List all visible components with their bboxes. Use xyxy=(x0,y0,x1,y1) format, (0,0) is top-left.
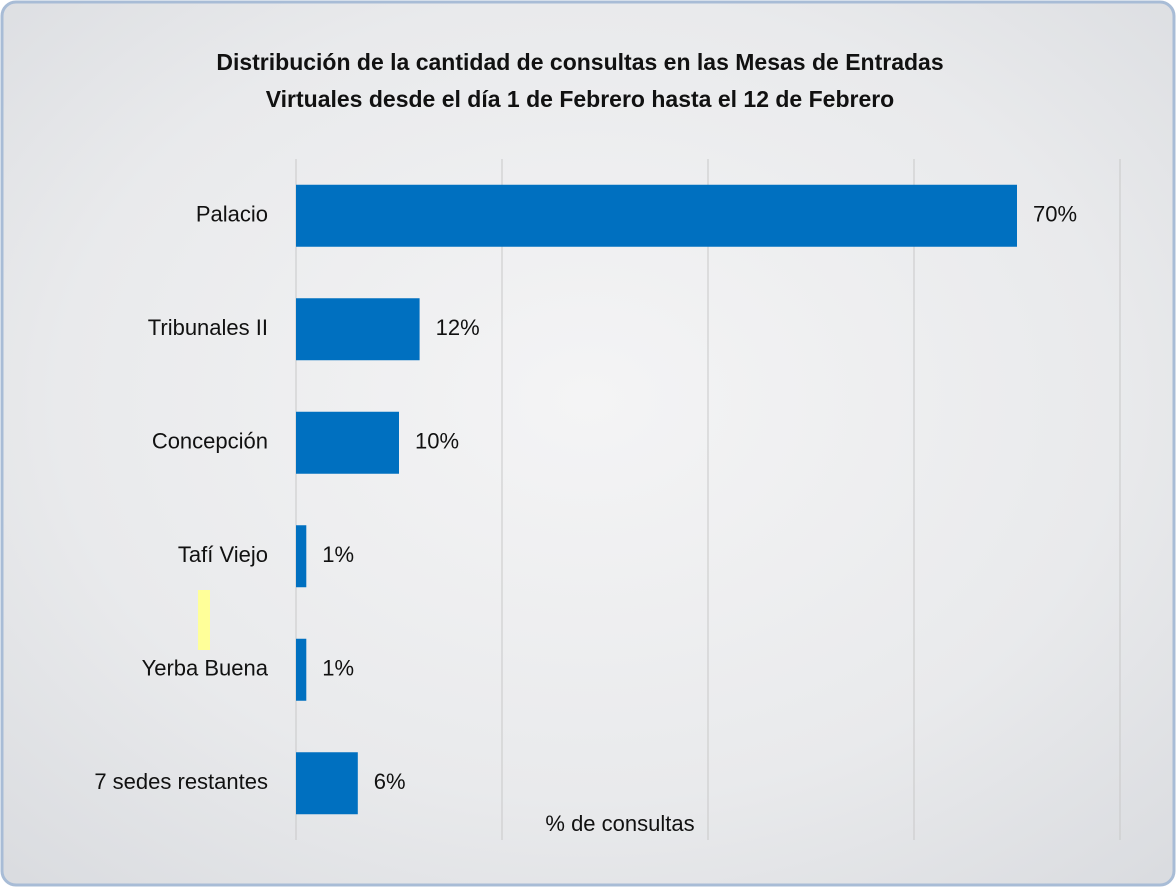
data-label: 6% xyxy=(374,769,406,794)
bar xyxy=(296,638,307,701)
y-tick-label: Tribunales II xyxy=(148,315,268,340)
y-tick-label: Concepción xyxy=(152,429,268,454)
bar xyxy=(296,411,399,474)
y-tick-label: 7 sedes restantes xyxy=(94,769,268,794)
bar xyxy=(296,298,420,361)
bar xyxy=(296,525,307,588)
x-axis-label: % de consultas xyxy=(545,811,694,836)
data-label: 10% xyxy=(415,429,459,454)
y-tick-label: Palacio xyxy=(196,202,268,227)
bar xyxy=(296,752,358,815)
y-tick-label: Yerba Buena xyxy=(142,656,269,681)
data-label: 1% xyxy=(322,542,354,567)
y-tick-label: Tafí Viejo xyxy=(178,542,268,567)
chart-title: Virtuales desde el día 1 de Febrero hast… xyxy=(266,86,895,112)
chart-title: Distribución de la cantidad de consultas… xyxy=(216,49,943,75)
data-label: 12% xyxy=(436,315,480,340)
data-label: 70% xyxy=(1033,202,1077,227)
highlight-mark xyxy=(198,590,210,650)
data-label: 1% xyxy=(322,656,354,681)
bar xyxy=(296,184,1017,247)
